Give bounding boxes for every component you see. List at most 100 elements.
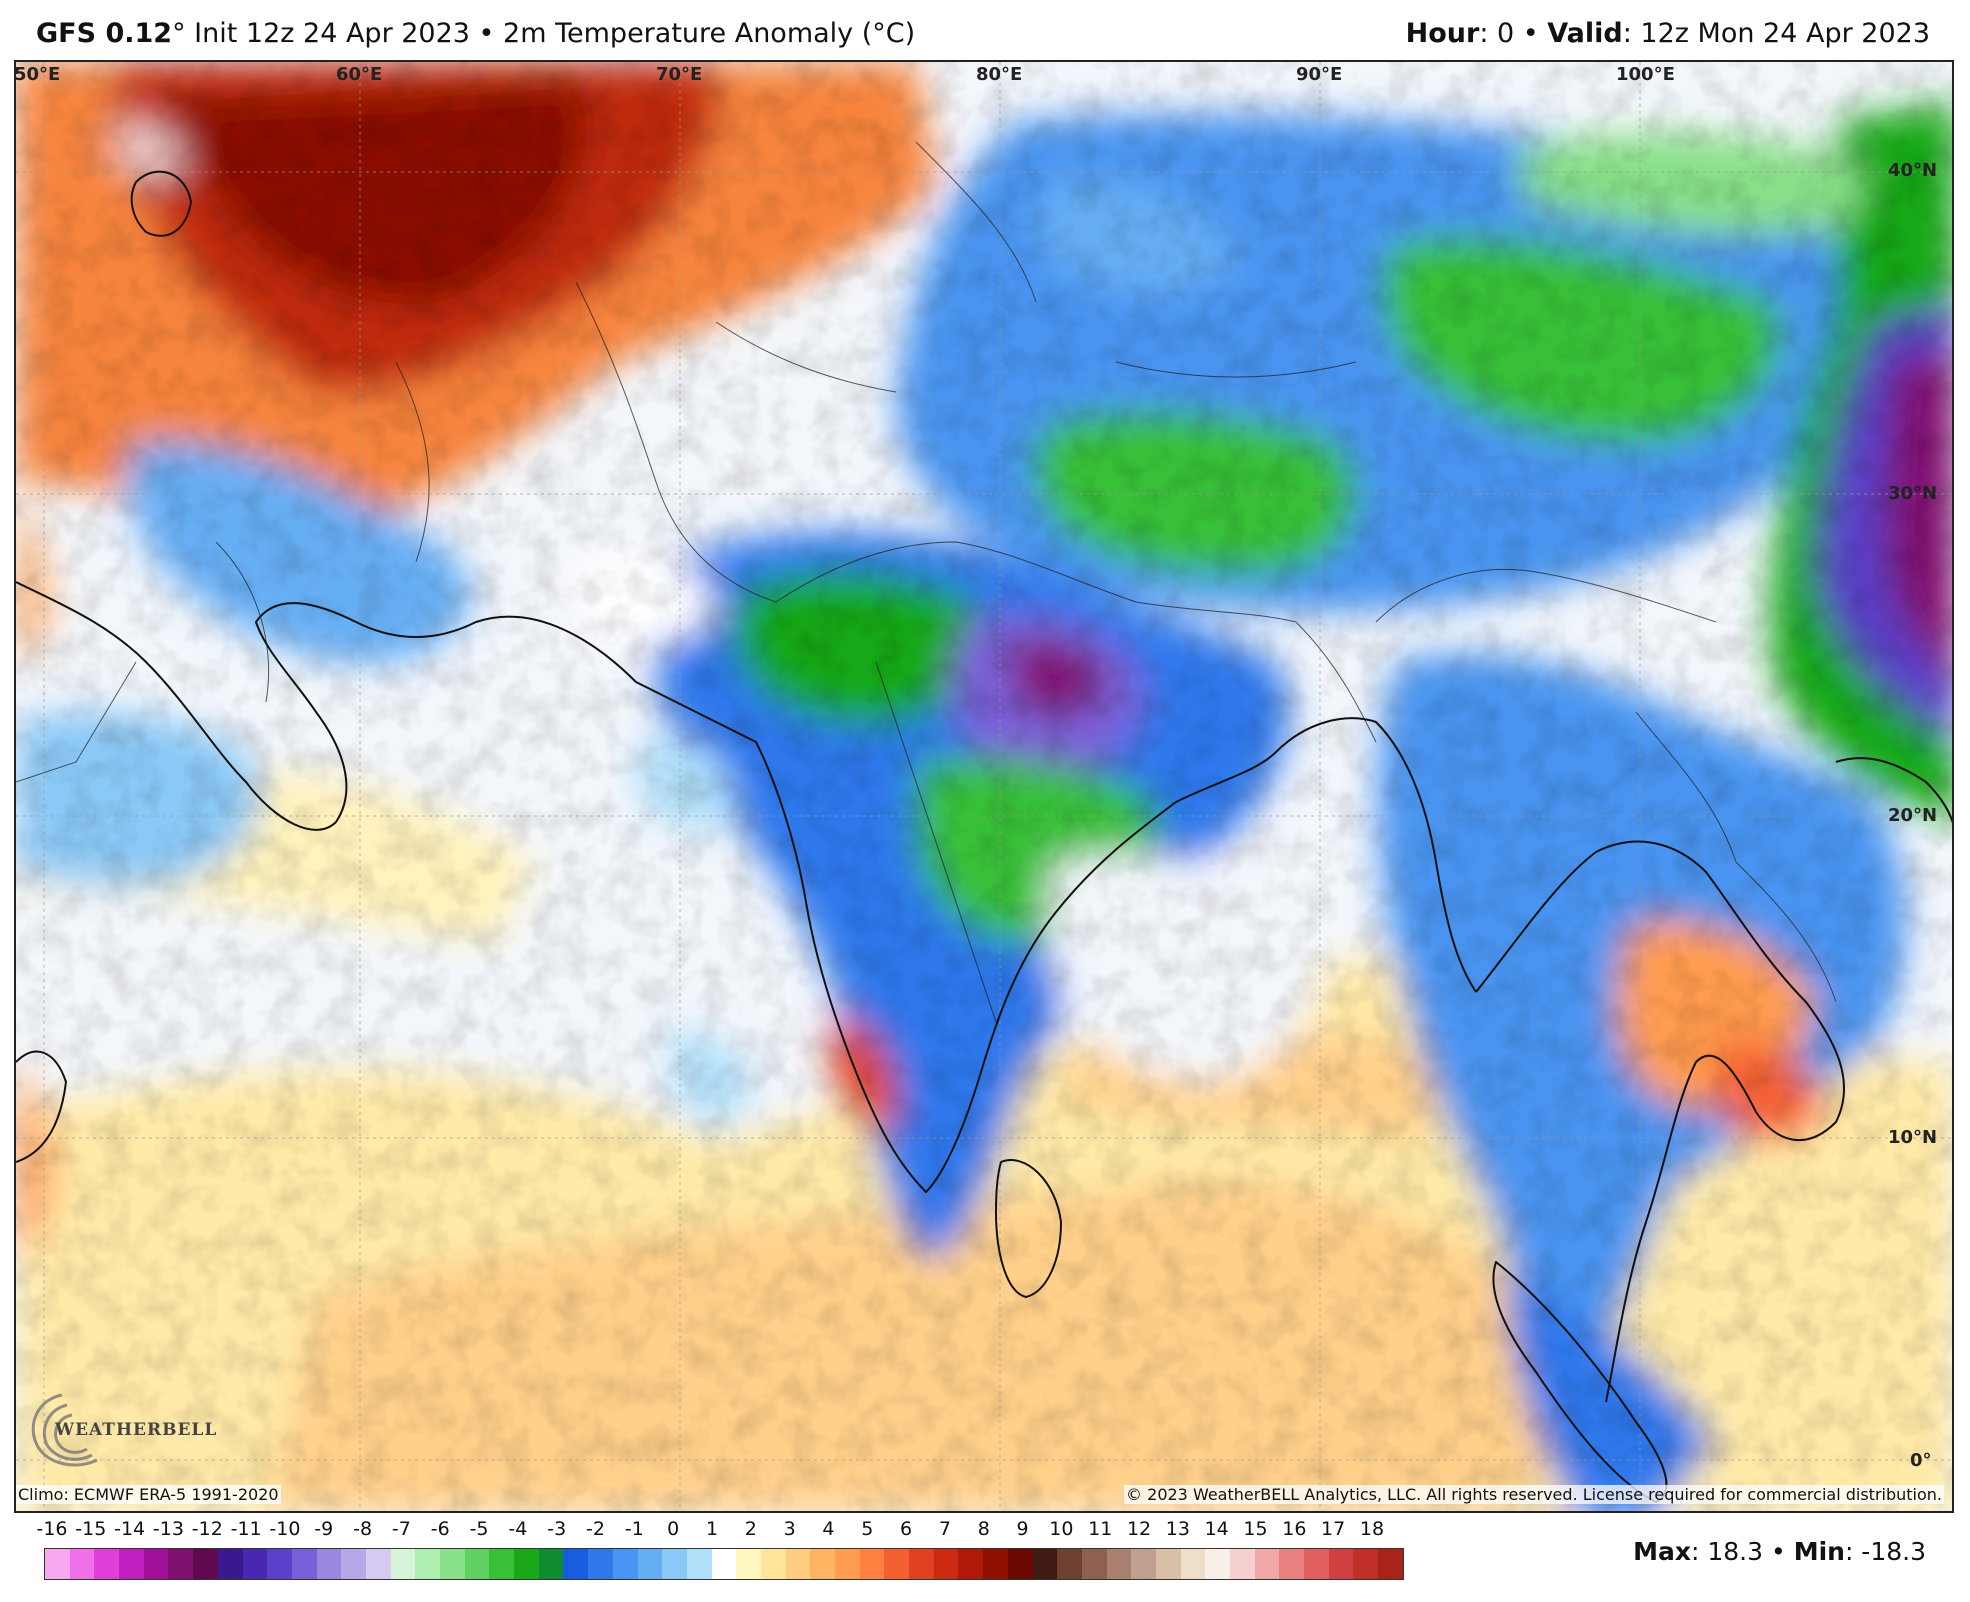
legend-swatch: [933, 1549, 959, 1579]
valid-time: Hour: 0 • Valid: 12z Mon 24 Apr 2023: [1406, 18, 1930, 49]
legend-tick: -12: [191, 1518, 223, 1540]
legend-tick: -9: [314, 1518, 334, 1540]
legend-tick: -13: [152, 1518, 184, 1540]
legend-swatch: [637, 1549, 663, 1579]
legend-swatch: [94, 1549, 120, 1579]
lat-label-30n: 30°N: [1888, 483, 1938, 504]
legend-swatch: [859, 1549, 885, 1579]
legend-tick: -16: [36, 1518, 68, 1540]
legend-swatch: [45, 1549, 70, 1579]
legend-tick: 12: [1126, 1518, 1152, 1540]
legend-swatch: [1131, 1549, 1156, 1579]
legend-swatch: [168, 1549, 194, 1579]
coastlines: [16, 170, 1952, 1503]
legend-swatch: [143, 1549, 169, 1579]
model-name: GFS 0.12: [36, 18, 173, 49]
lat-label-40n: 40°N: [1888, 160, 1938, 181]
legend-swatch: [291, 1549, 317, 1579]
legend-swatch: [267, 1549, 292, 1579]
legend-swatch: [686, 1549, 712, 1579]
max-min-readout: Max: 18.3 • Min: -18.3: [1633, 1537, 1926, 1566]
map-panel: [14, 60, 1954, 1513]
legend-swatch: [1254, 1549, 1280, 1579]
legend-swatch: [316, 1549, 342, 1579]
legend-swatch: [1230, 1549, 1255, 1579]
legend-swatch: [612, 1549, 638, 1579]
degree-symbol: °: [172, 18, 186, 49]
texture-overlay: [16, 62, 1952, 1511]
header: GFS 0.12° Init 12z 24 Apr 2023 • 2m Temp…: [0, 0, 1970, 70]
weatherbell-logo-icon: [31, 1393, 98, 1467]
legend-swatch: [1205, 1549, 1230, 1579]
legend-swatch: [1304, 1549, 1329, 1579]
legend-swatch: [662, 1549, 687, 1579]
valid-label: Valid: [1547, 18, 1623, 49]
legend-swatch: [514, 1549, 539, 1579]
min-value: : -18.3: [1844, 1537, 1926, 1566]
legend-swatch: [810, 1549, 835, 1579]
legend-tick: 18: [1359, 1518, 1385, 1540]
legend-swatch: [440, 1549, 465, 1579]
borders: [16, 141, 1837, 1023]
anomaly-map: [16, 62, 1952, 1511]
legend-tick: 3: [783, 1518, 796, 1540]
legend-swatch: [1279, 1549, 1305, 1579]
legend-swatch: [1032, 1549, 1058, 1579]
legend-tick: -10: [269, 1518, 301, 1540]
legend-ticks: -16 -15 -14 -13 -12 -11 -10 -9 -8 -7 -6 -5 -4 -3 -2 -1 0…: [36, 1518, 1402, 1544]
hour-label: Hour: [1405, 18, 1480, 49]
color-legend: [44, 1548, 1404, 1580]
map-title: GFS 0.12° Init 12z 24 Apr 2023 • 2m Temp…: [36, 18, 915, 49]
legend-tick: 1: [705, 1518, 719, 1540]
legend-swatch: [242, 1549, 268, 1579]
legend-swatch: [1155, 1549, 1181, 1579]
legend-tick: -1: [624, 1518, 644, 1540]
legend-swatch: [1057, 1549, 1082, 1579]
legend-swatch: [1328, 1549, 1354, 1579]
lon-label-70e: 70°E: [656, 64, 703, 85]
lon-label-50e: 50°E: [14, 64, 61, 85]
legend-tick: -4: [508, 1518, 528, 1540]
lon-label-90e: 90°E: [1296, 64, 1343, 85]
logo-text: WEATHERBELL: [55, 1420, 218, 1440]
legend-tick: -14: [114, 1518, 146, 1540]
legend-swatch: [1081, 1549, 1107, 1579]
legend-swatch: [415, 1549, 440, 1579]
legend-swatch: [538, 1549, 564, 1579]
legend-swatch: [711, 1549, 737, 1579]
legend-tick: 10: [1049, 1518, 1074, 1540]
lon-label-60e: 60°E: [336, 64, 383, 85]
legend-swatch: [1378, 1549, 1403, 1579]
legend-tick: 13: [1165, 1518, 1190, 1540]
legend-swatch: [958, 1549, 984, 1579]
legend-swatch: [835, 1549, 860, 1579]
max-value: : 18.3 •: [1691, 1537, 1794, 1566]
legend-tick: 15: [1243, 1518, 1268, 1540]
hour-value: : 0 •: [1479, 18, 1548, 49]
legend-swatch: [1180, 1549, 1206, 1579]
legend-swatch: [464, 1549, 490, 1579]
legend-tick: 6: [900, 1518, 913, 1540]
legend-tick: 11: [1088, 1518, 1113, 1540]
lat-label-0: 0°: [1910, 1450, 1932, 1471]
legend-swatch: [736, 1549, 761, 1579]
legend-swatch: [1353, 1549, 1379, 1579]
lat-label-10n: 10°N: [1888, 1127, 1938, 1148]
valid-value: : 12z Mon 24 Apr 2023: [1622, 18, 1930, 49]
legend-tick: -2: [586, 1518, 605, 1540]
legend-tick: 4: [822, 1518, 835, 1540]
legend-tick: 2: [744, 1518, 757, 1540]
climo-note: Climo: ECMWF ERA-5 1991-2020: [16, 1485, 281, 1504]
legend-swatch: [69, 1549, 95, 1579]
legend-tick: 5: [861, 1518, 874, 1540]
legend-swatch: [1007, 1549, 1033, 1579]
copyright-note: © 2023 WeatherBELL Analytics, LLC. All r…: [1124, 1485, 1944, 1504]
legend-tick: 14: [1204, 1518, 1229, 1540]
legend-swatch: [119, 1549, 144, 1579]
legend-tick: -6: [430, 1518, 450, 1540]
init-text: Init 12z 24 Apr 2023 • 2m Temperature An…: [185, 18, 916, 49]
lon-label-80e: 80°E: [976, 64, 1023, 85]
legend-tick: 0: [667, 1518, 680, 1540]
legend-tick: -7: [391, 1518, 411, 1540]
legend-tick: 9: [1016, 1518, 1029, 1540]
